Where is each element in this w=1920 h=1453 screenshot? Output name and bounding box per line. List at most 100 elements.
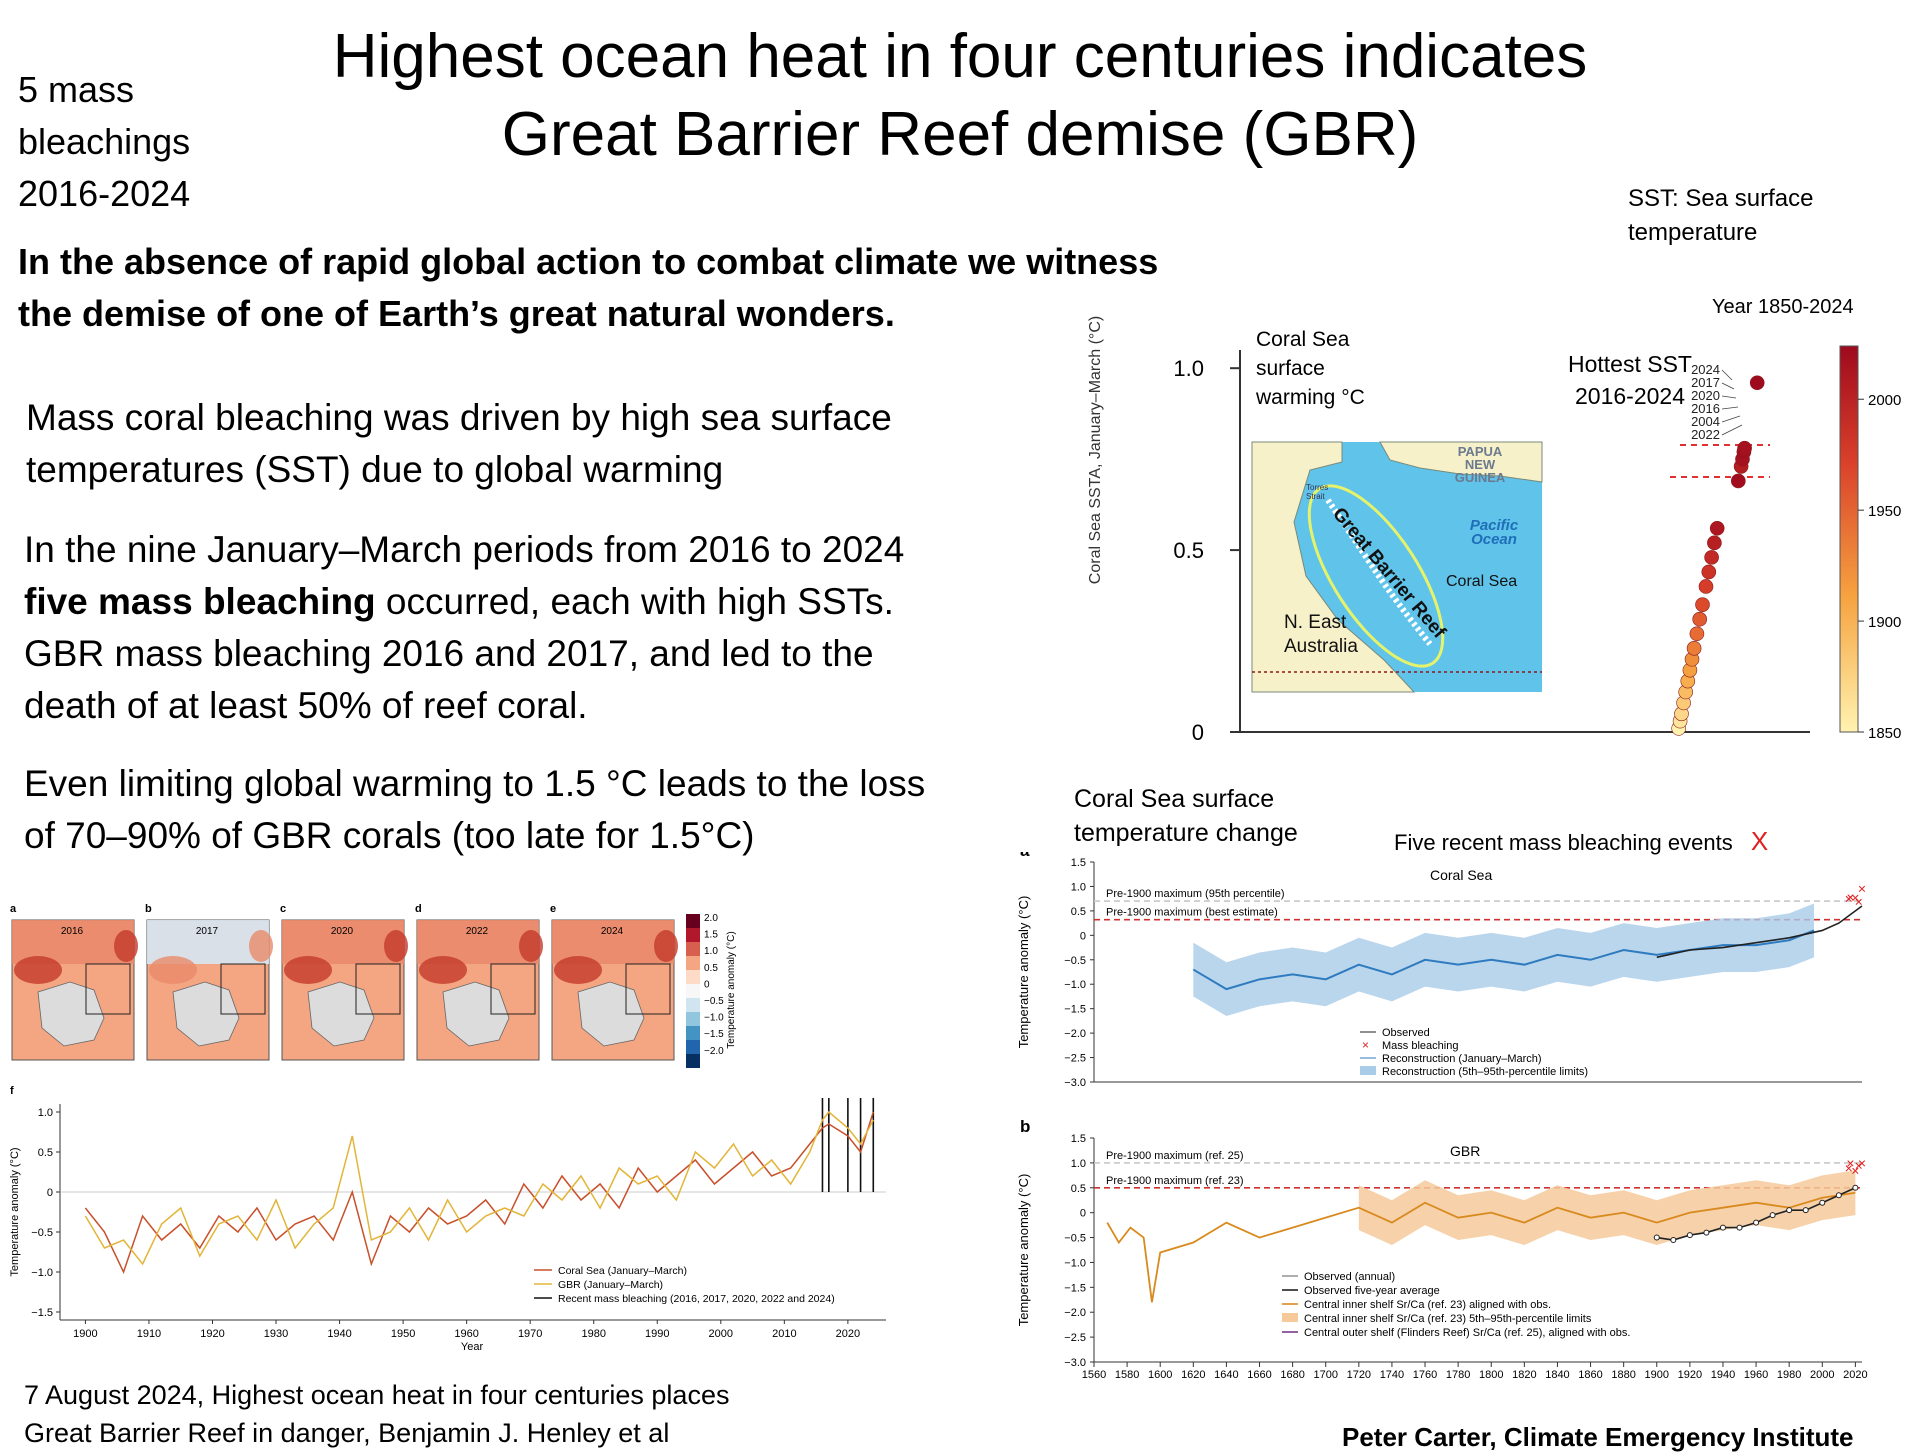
x-tick-label: 1600 (1148, 1369, 1172, 1381)
scatter-point (1730, 473, 1746, 489)
legend-label: Reconstruction (5th–95th-percentile limi… (1382, 1066, 1588, 1078)
annotation-line: warming °C (1255, 386, 1365, 409)
x-tick-label: 1860 (1578, 1369, 1602, 1381)
observed-5yr-point (1835, 1192, 1842, 1199)
y-tick-label: 0 (1192, 720, 1204, 745)
heading-line: temperature change (1074, 819, 1298, 847)
author-credit: Peter Carter, Climate Emergency Institut… (1342, 1422, 1854, 1452)
reef-line (1325, 498, 1433, 646)
year-leader (1721, 382, 1735, 390)
legend-label: Coral Sea (January–March) (558, 1265, 687, 1277)
x-tick-label: 1940 (1711, 1369, 1735, 1381)
title-line-2: Great Barrier Reef demise (GBR) (501, 100, 1419, 169)
map-land (577, 981, 645, 1047)
bleaching-marker: × (1855, 1157, 1863, 1173)
y-tick-label: −1.5 (1064, 1282, 1086, 1294)
bleaching-marker: × (1855, 894, 1863, 910)
reconstruction-line (1192, 929, 1815, 991)
note-line: SST: Sea surface (1628, 185, 1814, 212)
colorbar-label: 0.5 (704, 963, 718, 974)
map-colorbar: 2.0 1.5 1.0 0.5 0 −0.5 −1.0 −1.5 −2.0Temperature… (686, 913, 737, 1068)
panel-letter: e (550, 903, 556, 915)
scatter-chart: Coral Sea SSTA, January–March (°C) Year … (1087, 316, 1901, 745)
map-box (625, 963, 671, 1015)
heading-line: Coral Sea surface (1074, 785, 1275, 813)
x-tick-label: 1720 (1347, 1369, 1371, 1381)
colorbar-label: 1950 (1868, 503, 1901, 520)
year-label: 2004 (1691, 414, 1720, 429)
scatter-point (1737, 440, 1752, 456)
colorbar-label: 1.0 (704, 946, 718, 957)
year-label: 2024 (1691, 362, 1720, 377)
colorbar-label: 2000 (1868, 392, 1901, 409)
x-tick-label: 1950 (391, 1328, 415, 1340)
citation-line: Great Barrier Reef in danger, Benjamin J… (24, 1418, 670, 1448)
y-tick-label: 0.5 (1173, 538, 1204, 563)
legend-label: Observed five-year average (1304, 1285, 1440, 1297)
panel-letter: a (1020, 852, 1030, 860)
observed-line (1656, 905, 1863, 959)
legend-swatch: × (1362, 1038, 1369, 1052)
series-line (84, 1110, 874, 1266)
paragraph-sst: Mass coral bleaching was driven by high … (26, 392, 892, 496)
paragraph-bleaching: In the nine January–March periods from 2… (24, 524, 904, 732)
y-axis-label: Coral Sea SSTA, January–March (°C) (1087, 316, 1104, 584)
map-shade (114, 930, 138, 962)
x-tick-label: 1930 (264, 1328, 288, 1340)
map-label: Strait (1306, 492, 1325, 501)
observed-5yr-point (1753, 1219, 1760, 1226)
scatter-point (1707, 535, 1722, 551)
y-tick-label: 1.5 (1071, 857, 1086, 869)
year-label: 2022 (1691, 427, 1720, 442)
map-panel: d 2022 (415, 903, 543, 1061)
lead-statement: In the absence of rapid global action to… (18, 236, 1438, 340)
x-tick-label: 2000 (1810, 1369, 1834, 1381)
legend-label: Mass bleaching (1382, 1040, 1458, 1052)
x-tick-label: 1640 (1214, 1369, 1238, 1381)
reef-outline (1307, 484, 1445, 668)
bleaching-marker: × (1858, 1155, 1866, 1171)
x-axis-label: Year (1447, 1381, 1474, 1382)
map-land (172, 981, 240, 1047)
observed-5yr-point (1670, 1237, 1677, 1244)
reference-label: Pre-1900 maximum (best estimate) (1106, 907, 1278, 919)
map-box (220, 963, 266, 1015)
reference-label: Pre-1900 maximum (95th percentile) (1106, 888, 1285, 900)
panel-a: a Temperature anomaly (°C) 1.5 1.0 0.5 0 −0.5 −… (1016, 852, 1866, 1089)
panel-letter: b (145, 903, 152, 915)
annotation-line: Hottest SST (1568, 351, 1692, 377)
colorbar-cell (686, 1040, 700, 1054)
x-tick-label: 2000 (709, 1328, 733, 1340)
para-line: temperatures (SST) due to global warming (26, 449, 724, 490)
y-tick-label: 1.0 (1071, 881, 1086, 893)
observed-5yr-point (1719, 1224, 1726, 1231)
map-label: NEW (1465, 457, 1496, 472)
colorbar-cell (686, 942, 700, 956)
bleaching-marker: × (1846, 889, 1854, 905)
x-tick-label: 1960 (454, 1328, 478, 1340)
legend-label: Central outer shelf (Flinders Reef) Sr/C… (1304, 1327, 1630, 1339)
y-tick-label: −2.0 (1064, 1028, 1086, 1040)
map-label: GUINEA (1455, 470, 1506, 485)
legend-label: Observed (annual) (1304, 1271, 1395, 1283)
long-record-heading: Coral Sea surface temperature change (1074, 782, 1298, 850)
map-label: Australia (1284, 636, 1358, 657)
scatter-point (1692, 611, 1708, 627)
map-label: PAPUA (1458, 444, 1503, 459)
anomaly-lines-chart: f Temperature anomaly (°C) 1.0 0.5 0 −0.5 −1.0… (9, 1085, 886, 1353)
panel-letter: a (10, 903, 17, 915)
y-tick-label: −3.0 (1064, 1357, 1086, 1369)
panel-title: GBR (1450, 1143, 1480, 1159)
colorbar-label: −1.5 (704, 1029, 724, 1040)
map-shade (519, 930, 543, 962)
y-tick-label: −2.0 (1064, 1307, 1086, 1319)
reference-label: Pre-1900 maximum (ref. 25) (1106, 1150, 1244, 1162)
colorbar-cell (686, 970, 700, 984)
y-tick-label: 1.5 (1071, 1133, 1086, 1145)
colorbar-title: Temperature anomaly (°C) (726, 931, 737, 1048)
para-line: Even limiting global warming to 1.5 °C l… (24, 763, 926, 804)
colorbar-label: 0 (704, 979, 710, 990)
annotation-line: Coral Sea (1256, 328, 1350, 351)
map-shade (654, 930, 678, 962)
